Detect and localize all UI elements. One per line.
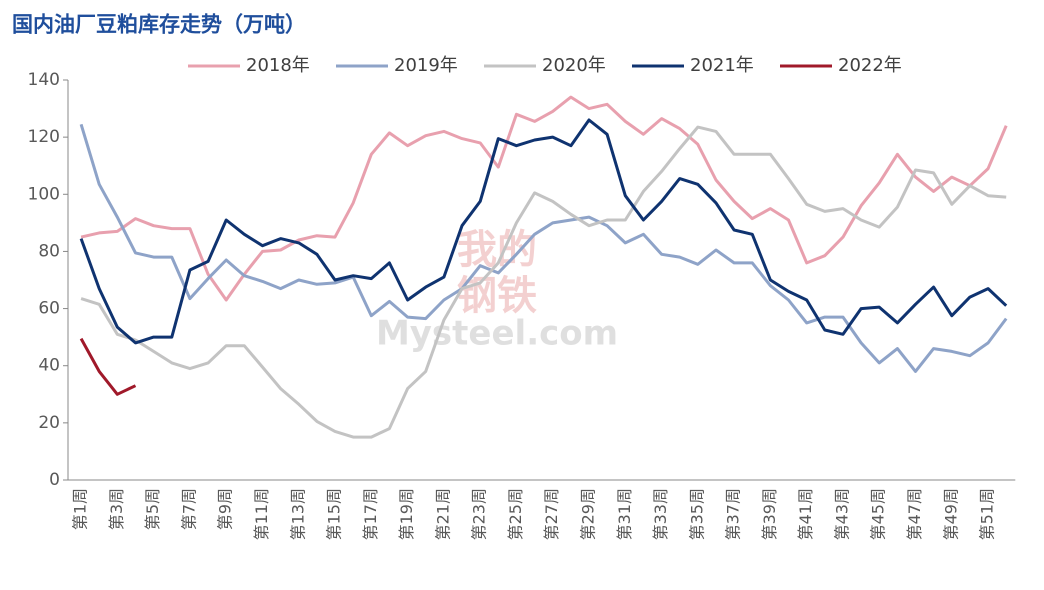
x-tick-label: 第13周 xyxy=(288,488,307,540)
x-tick-label: 第7周 xyxy=(179,488,198,530)
x-tick-label: 第9周 xyxy=(216,488,235,530)
legend-label: 2021年 xyxy=(690,55,754,76)
watermark-text: Mysteel.com xyxy=(376,314,618,354)
legend-label: 2019年 xyxy=(394,55,458,76)
legend-label: 2018年 xyxy=(246,55,310,76)
series-line xyxy=(80,95,1008,302)
y-tick-label: 20 xyxy=(38,413,60,433)
x-tick-label: 第45周 xyxy=(869,488,888,540)
watermark: 我的 钢铁 Mysteel.com xyxy=(376,227,618,354)
x-tick-label: 第35周 xyxy=(687,488,706,540)
x-tick-label: 第17周 xyxy=(361,488,380,540)
y-tick-label: 140 xyxy=(28,70,60,90)
legend-label: 2022年 xyxy=(838,55,902,76)
x-tick-label: 第25周 xyxy=(506,488,525,540)
x-tick-label: 第3周 xyxy=(107,488,126,530)
x-tick-label: 第11周 xyxy=(252,488,271,540)
x-tick-label: 第47周 xyxy=(905,488,924,540)
legend-label: 2020年 xyxy=(542,55,606,76)
x-tick-label: 第31周 xyxy=(615,488,634,540)
series-line xyxy=(79,118,1008,345)
x-tick-label: 第23周 xyxy=(470,488,489,540)
y-tick-label: 120 xyxy=(28,127,60,147)
x-tick-label: 第51周 xyxy=(978,488,997,540)
x-tick-label: 第41周 xyxy=(796,488,815,540)
x-tick-label: 第43周 xyxy=(832,488,851,540)
x-tick-label: 第37周 xyxy=(724,488,743,540)
series-line xyxy=(80,125,1007,439)
x-tick-label: 第33周 xyxy=(651,488,670,540)
y-tick-label: 80 xyxy=(38,241,60,261)
y-tick-label: 100 xyxy=(28,184,60,204)
y-tick-label: 60 xyxy=(38,299,60,319)
x-tick-label: 第5周 xyxy=(143,488,162,530)
series-line xyxy=(79,337,137,396)
x-tick-label: 第15周 xyxy=(325,488,344,540)
x-tick-label: 第1周 xyxy=(71,488,90,530)
x-tick-label: 第21周 xyxy=(433,488,452,540)
series-line xyxy=(79,123,1008,373)
x-tick-label: 第39周 xyxy=(760,488,779,540)
y-tick-label: 40 xyxy=(38,356,60,376)
x-tick-label: 第19周 xyxy=(397,488,416,540)
y-tick-label: 0 xyxy=(49,470,60,490)
x-tick-label: 第49周 xyxy=(941,488,960,540)
x-tick-label: 第29周 xyxy=(578,488,597,540)
watermark-text: 钢铁 xyxy=(457,273,537,319)
x-tick-label: 第27周 xyxy=(542,488,561,540)
chart-title: 国内油厂豆粕库存走势（万吨） xyxy=(12,12,306,37)
